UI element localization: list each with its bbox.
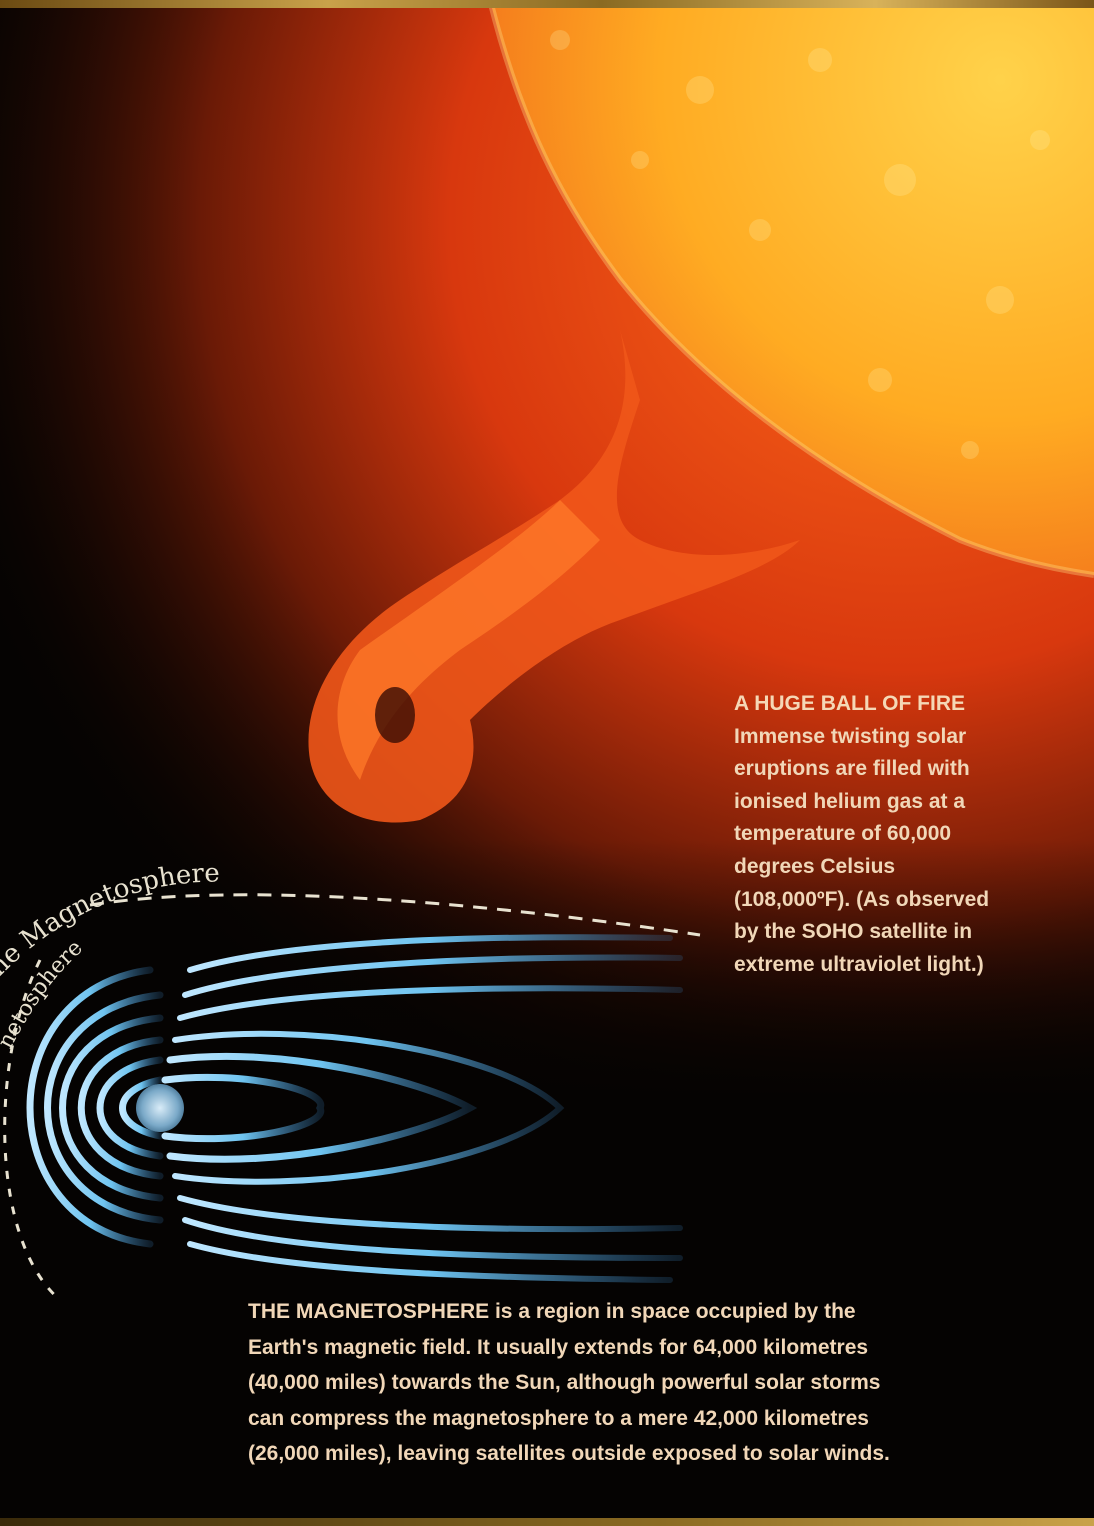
sun-texture	[550, 30, 1050, 459]
top-gold-border	[0, 0, 1094, 8]
caption-solar-eruption-line: ionised helium gas at a	[734, 789, 966, 813]
sun-surface	[490, 0, 1094, 575]
caption-solar-eruption-line: extreme ultraviolet light.)	[734, 952, 984, 976]
bottom-gold-border	[0, 1518, 1094, 1526]
caption-solar-eruption-line: by the SOHO satellite in	[734, 920, 973, 944]
earth	[136, 1084, 184, 1132]
caption-magnetosphere-line: THE MAGNETOSPHERE is a region in space o…	[248, 1300, 856, 1323]
magnetopause-boundary	[89, 893, 701, 937]
caption-solar-eruption-line: temperature of 60,000	[734, 822, 952, 846]
caption-solar-eruption-line: degrees Celsius	[734, 854, 896, 878]
caption-solar-eruption-line: Immense twisting solar	[734, 724, 967, 748]
solar-prominence	[308, 330, 800, 823]
caption-solar-eruption-line: eruptions are filled with	[734, 757, 970, 781]
caption-solar-eruption-line: (108,000ºF). (As observed	[734, 887, 990, 911]
caption-solar-eruption-title: A HUGE BALL OF FIRE	[734, 692, 965, 715]
caption-magnetosphere-line: (40,000 miles) towards the Sun, although…	[248, 1371, 881, 1394]
caption-magnetosphere-line: Earth's magnetic field. It usually exten…	[248, 1335, 869, 1359]
caption-solar-eruption: A HUGE BALL OF FIRE Immense twisting sol…	[734, 688, 1034, 981]
caption-magnetosphere-line: (26,000 miles), leaving satellites outsi…	[248, 1442, 890, 1465]
magnetic-field-lines	[26, 934, 683, 1283]
sun-limb	[487, 0, 1094, 578]
caption-magnetosphere-line: can compress the magnetosphere to a mere…	[248, 1406, 869, 1430]
caption-magnetosphere: THE MAGNETOSPHERE is a region in space o…	[248, 1294, 1008, 1472]
